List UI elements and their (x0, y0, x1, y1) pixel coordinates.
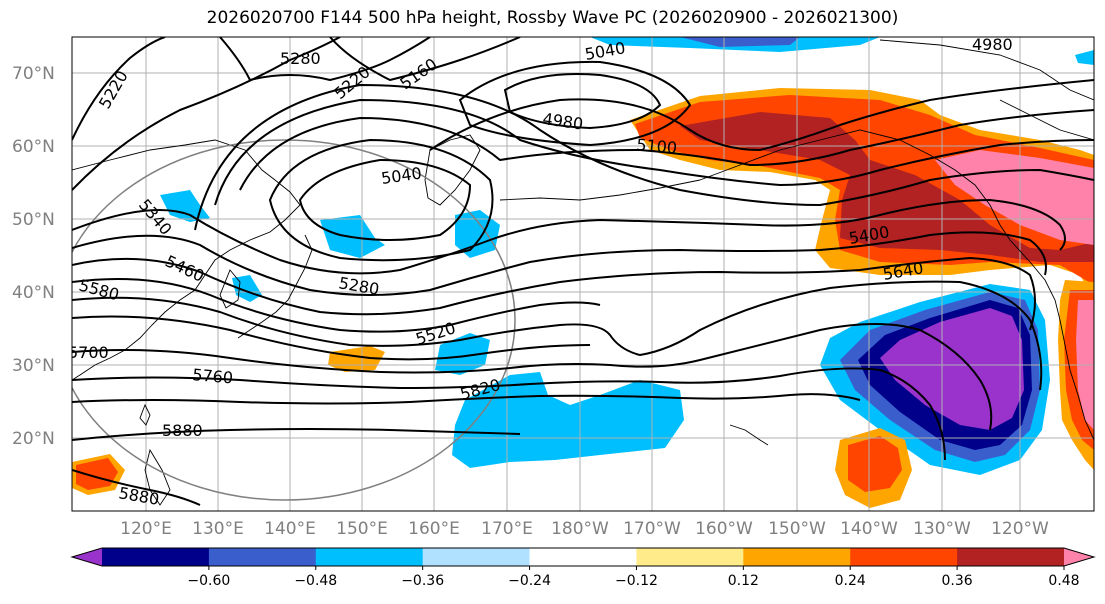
contour-label: 4980 (972, 35, 1013, 54)
latitude-labels: 70°N 60°N 50°N 40°N 30°N 20°N (12, 64, 55, 449)
contour-label: 5700 (68, 343, 109, 362)
lon-label-140w: 140°W (840, 519, 898, 539)
contour-5760 (72, 367, 946, 461)
lon-label-150e: 150°E (336, 519, 388, 539)
colorbar-segment (850, 548, 958, 566)
arctic-coast (879, 39, 1094, 101)
lon-label-150w: 150°W (768, 519, 826, 539)
contour-low-5100-asia (268, 138, 494, 262)
contour-low-4980 (503, 73, 662, 130)
colorbar-segment (315, 548, 424, 566)
lon-label-130e: 130°E (192, 519, 244, 539)
lat-label-20n: 20°N (12, 429, 55, 449)
contour-5100 (429, 79, 1094, 152)
lon-label-180w: 180°W (551, 519, 609, 539)
colorbar-tick-label: 0.36 (942, 573, 973, 589)
range-circle (72, 139, 516, 501)
contour-label: 5880 (162, 421, 203, 440)
colorbar-segment (208, 548, 317, 566)
alaska-coast (699, 129, 1011, 241)
colorbar: −0.60 −0.48 −0.36 −0.24 −0.12 0.12 0.24 0.36 0.4… (70, 547, 1096, 589)
map-frame (71, 36, 1095, 512)
colorbar-outline (70, 547, 1096, 567)
positive-anomaly-sw-core (76, 458, 118, 490)
contour-5160 (329, 37, 521, 82)
contour-5160-b (239, 109, 1094, 191)
contour-label: 5100 (636, 135, 678, 157)
contour-5220-north (219, 37, 431, 82)
colorbar-tick-label: −0.12 (615, 573, 658, 589)
contour-5220-west (72, 37, 166, 141)
contour-5280-west (72, 37, 341, 191)
positive-anomaly-hawaii-core (848, 436, 902, 492)
negative-anomaly-small-4 (160, 190, 210, 222)
map-title: 2026020700 F144 500 hPa height, Rossby W… (206, 8, 899, 28)
hawaii (729, 424, 769, 446)
lat-label-60n: 60°N (12, 137, 55, 157)
lon-label-160e: 160°E (408, 519, 460, 539)
lon-label-120w: 120°W (991, 519, 1049, 539)
longitude-labels: 120°E 130°E 140°E 150°E 160°E 170°E 180°… (120, 519, 1049, 539)
taiwan (139, 403, 151, 426)
colorbar-tick-label: −0.36 (401, 573, 444, 589)
lon-label-160w: 160°W (695, 519, 753, 539)
lat-label-50n: 50°N (12, 210, 55, 230)
negative-anomaly-north-core (680, 37, 800, 47)
height-contours (72, 37, 1094, 506)
colorbar-segment (422, 548, 531, 566)
contour-5700 (72, 323, 993, 431)
contour-5880 (72, 428, 521, 441)
lon-label-130w: 130°W (913, 519, 971, 539)
lon-label-170w: 170°W (623, 519, 681, 539)
colorbar-segment (636, 548, 744, 566)
contour-label: 5760 (192, 365, 234, 387)
colorbar-tick-label: 0.48 (1048, 573, 1079, 589)
contour-5880-b (72, 469, 201, 506)
colorbar-extend-max (1064, 548, 1094, 566)
contour-5640 (72, 315, 591, 361)
contour-5220-b (214, 98, 1094, 206)
colorbar-segment (957, 548, 1065, 566)
japan (237, 234, 313, 339)
colorbar-tick-label: 0.12 (728, 573, 759, 589)
colorbar-segment (102, 548, 210, 566)
lat-label-40n: 40°N (12, 283, 55, 303)
colorbar-tick-label: 0.24 (835, 573, 866, 589)
lat-label-70n: 70°N (12, 64, 55, 84)
philippines (144, 448, 171, 506)
lon-label-120e: 120°E (120, 519, 172, 539)
north-america-coast (1009, 239, 1094, 441)
contour-low-5040-ring (458, 60, 692, 147)
contour-5820 (72, 393, 861, 405)
colorbar-tick-label: −0.48 (294, 573, 337, 589)
colorbar-extend-min (72, 548, 102, 566)
contour-5400 (72, 231, 1047, 296)
lat-label-30n: 30°N (12, 356, 55, 376)
asia-coast (72, 139, 301, 381)
contour-low-5040-asia (298, 158, 472, 241)
canada-interior (999, 99, 1094, 141)
colorbar-segment (743, 548, 851, 566)
colorbar-tick-label: −0.60 (187, 573, 230, 589)
contour-5460 (72, 256, 1036, 331)
colorbar-tick-label: −0.24 (508, 573, 551, 589)
lon-label-140e: 140°E (264, 519, 316, 539)
contour-5580 (72, 280, 1043, 391)
negative-anomaly-ne (1075, 50, 1094, 65)
lon-label-170e: 170°E (481, 519, 533, 539)
colorbar-segment (529, 548, 637, 566)
contour-5520 (72, 278, 601, 333)
contour-5280-b (194, 83, 1094, 231)
contour-label: 5280 (280, 49, 321, 68)
contour-5340 (72, 198, 1066, 275)
